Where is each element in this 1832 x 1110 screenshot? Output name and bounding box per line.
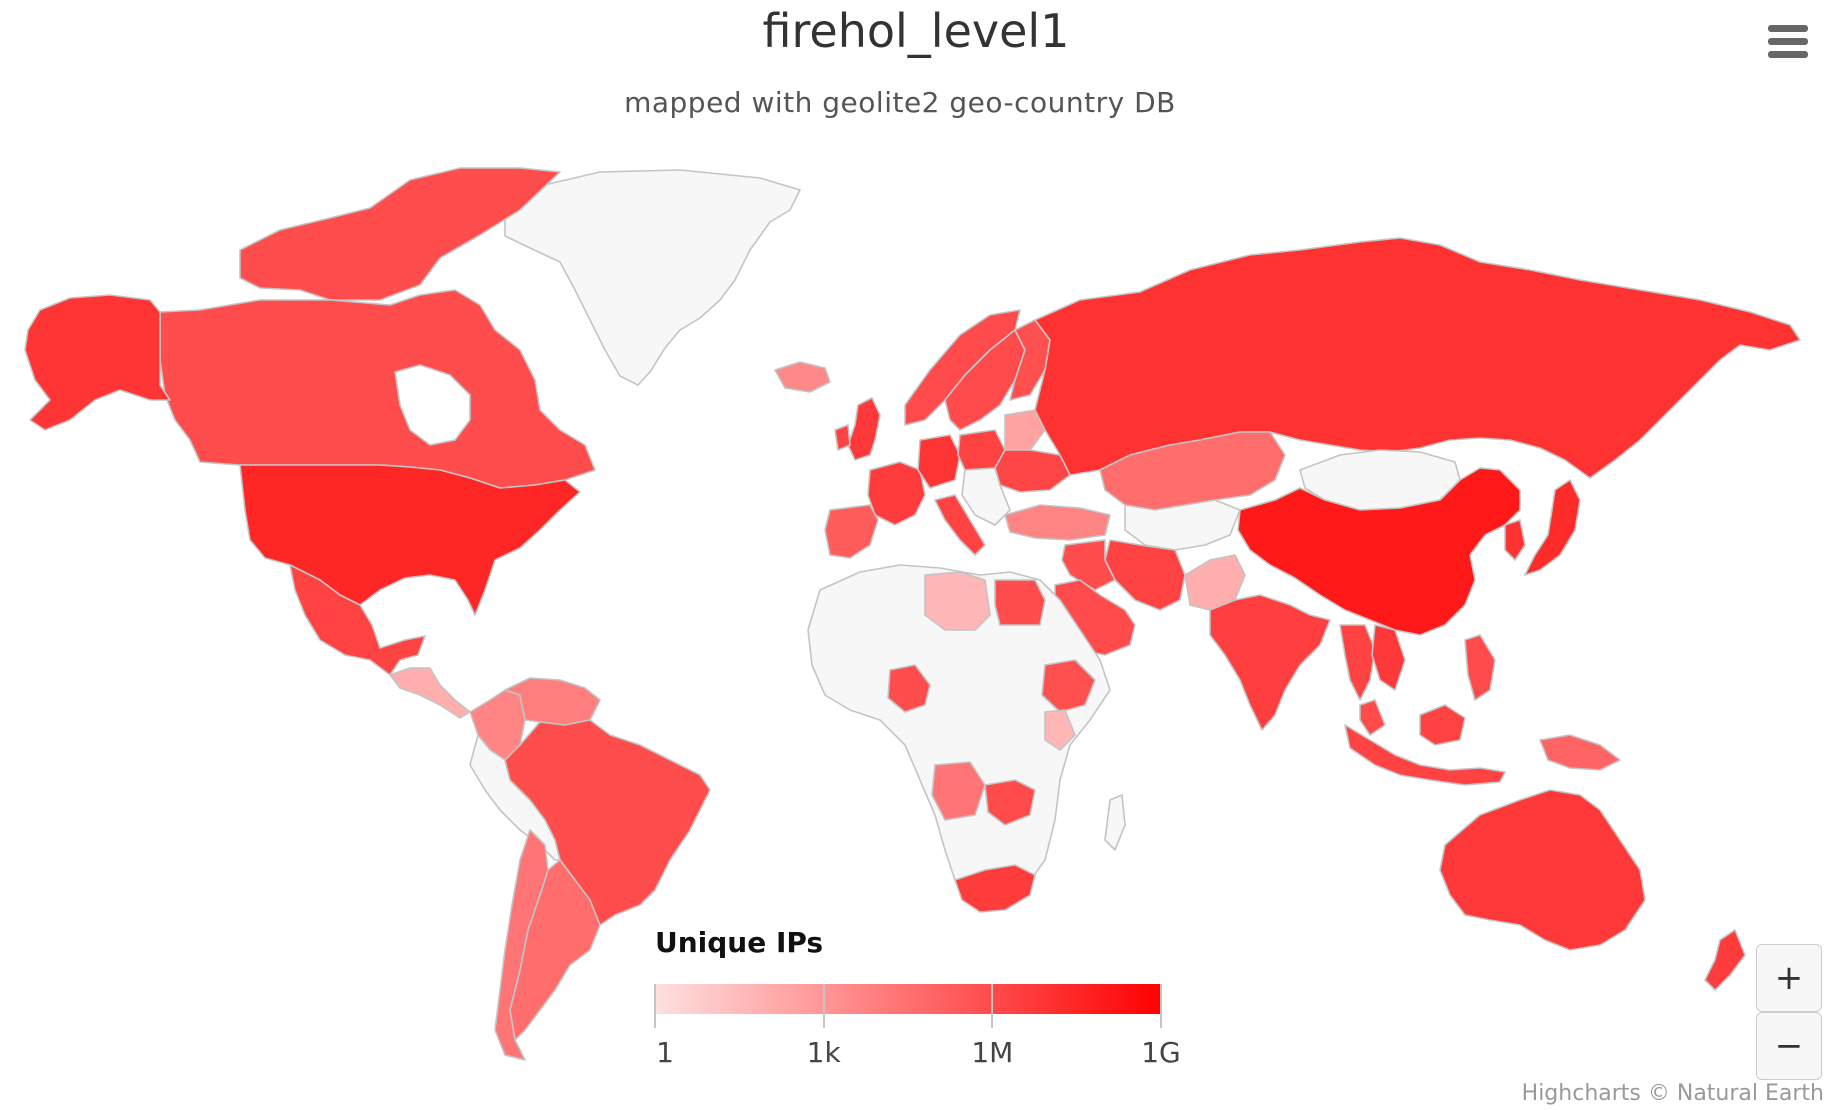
region-india[interactable] xyxy=(1209,594,1331,731)
region-australia[interactable] xyxy=(1439,789,1646,951)
region-japan[interactable] xyxy=(1524,479,1581,576)
legend-tick-mark xyxy=(654,984,656,1014)
region-brazil[interactable] xyxy=(504,719,711,926)
region-iceland[interactable] xyxy=(774,361,831,393)
legend-tick-extension xyxy=(991,1014,994,1028)
hamburger-menu-icon[interactable] xyxy=(1766,22,1810,62)
region-mexico[interactable] xyxy=(289,564,426,676)
legend-tick-label: 1 xyxy=(656,1036,674,1069)
region-italy[interactable] xyxy=(934,494,986,556)
legend-tick-label: 1M xyxy=(971,1036,1014,1069)
legend-tick-mark xyxy=(991,984,994,1014)
zoom-out-button[interactable]: − xyxy=(1756,1012,1822,1080)
region-borneo[interactable] xyxy=(1419,704,1466,746)
chart-subtitle: mapped with geolite2 geo-country DB xyxy=(624,86,1176,119)
menu-line xyxy=(1768,51,1808,58)
region-greenland[interactable] xyxy=(504,169,801,386)
region-libya[interactable] xyxy=(924,571,991,631)
legend-title: Unique IPs xyxy=(655,926,824,959)
menu-line xyxy=(1768,38,1808,45)
region-central-asia[interactable] xyxy=(1124,499,1241,551)
region-korea[interactable] xyxy=(1504,519,1526,561)
legend-tick-label: 1G xyxy=(1141,1036,1181,1069)
region-turkey[interactable] xyxy=(1004,504,1111,541)
region-thailand[interactable] xyxy=(1339,624,1376,701)
region-belarus[interactable] xyxy=(1004,409,1046,451)
credits-link[interactable]: Highcharts © Natural Earth xyxy=(1521,1081,1824,1106)
region-alaska[interactable] xyxy=(24,294,171,431)
region-ireland[interactable] xyxy=(834,424,851,451)
region-africa[interactable] xyxy=(807,564,1111,911)
region-russia[interactable] xyxy=(1034,237,1801,479)
region-france[interactable] xyxy=(867,461,926,526)
region-kenya[interactable] xyxy=(1044,709,1076,751)
region-new-zealand[interactable] xyxy=(1704,929,1746,991)
region-iran[interactable] xyxy=(1104,539,1186,611)
legend-tick-label: 1k xyxy=(806,1036,841,1069)
region-indonesia[interactable] xyxy=(1344,724,1506,786)
menu-line xyxy=(1768,25,1808,32)
region-china[interactable] xyxy=(1237,467,1521,636)
region-germany[interactable] xyxy=(917,434,961,489)
hudson-bay xyxy=(394,364,471,446)
legend-tick-extension xyxy=(654,1014,656,1028)
zoom-in-button[interactable]: + xyxy=(1756,944,1822,1012)
region-canada-islands[interactable] xyxy=(239,167,561,301)
chart-title: firehol_level1 xyxy=(762,4,1070,58)
region-angola[interactable] xyxy=(931,761,986,821)
map-regions xyxy=(24,167,1801,1061)
region-nigeria[interactable] xyxy=(887,664,931,713)
region-central-america[interactable] xyxy=(389,667,471,719)
region-spain[interactable] xyxy=(824,504,879,559)
region-iraq[interactable] xyxy=(1061,539,1116,591)
region-pakistan[interactable] xyxy=(1184,554,1246,611)
legend-color-bar xyxy=(655,984,1162,1014)
region-madagascar[interactable] xyxy=(1104,794,1126,851)
legend-tick-extension xyxy=(1160,1014,1162,1028)
legend-tick-mark xyxy=(822,984,825,1014)
region-canada[interactable] xyxy=(159,289,596,489)
region-ukraine[interactable] xyxy=(994,449,1071,493)
region-malaysia[interactable] xyxy=(1359,699,1386,736)
region-uk[interactable] xyxy=(847,397,881,461)
legend-tick-mark xyxy=(1160,984,1162,1014)
region-egypt[interactable] xyxy=(994,579,1046,626)
region-ethiopia[interactable] xyxy=(1041,659,1096,713)
legend-tick-extension xyxy=(822,1014,825,1028)
region-zambia[interactable] xyxy=(984,779,1036,826)
region-philippines[interactable] xyxy=(1464,634,1496,701)
region-south-africa[interactable] xyxy=(954,864,1036,913)
region-papua[interactable] xyxy=(1539,734,1621,771)
region-usa[interactable] xyxy=(239,464,581,616)
region-chile[interactable] xyxy=(494,829,549,1061)
region-balkans[interactable] xyxy=(961,467,1011,526)
region-vietnam[interactable] xyxy=(1371,624,1406,691)
